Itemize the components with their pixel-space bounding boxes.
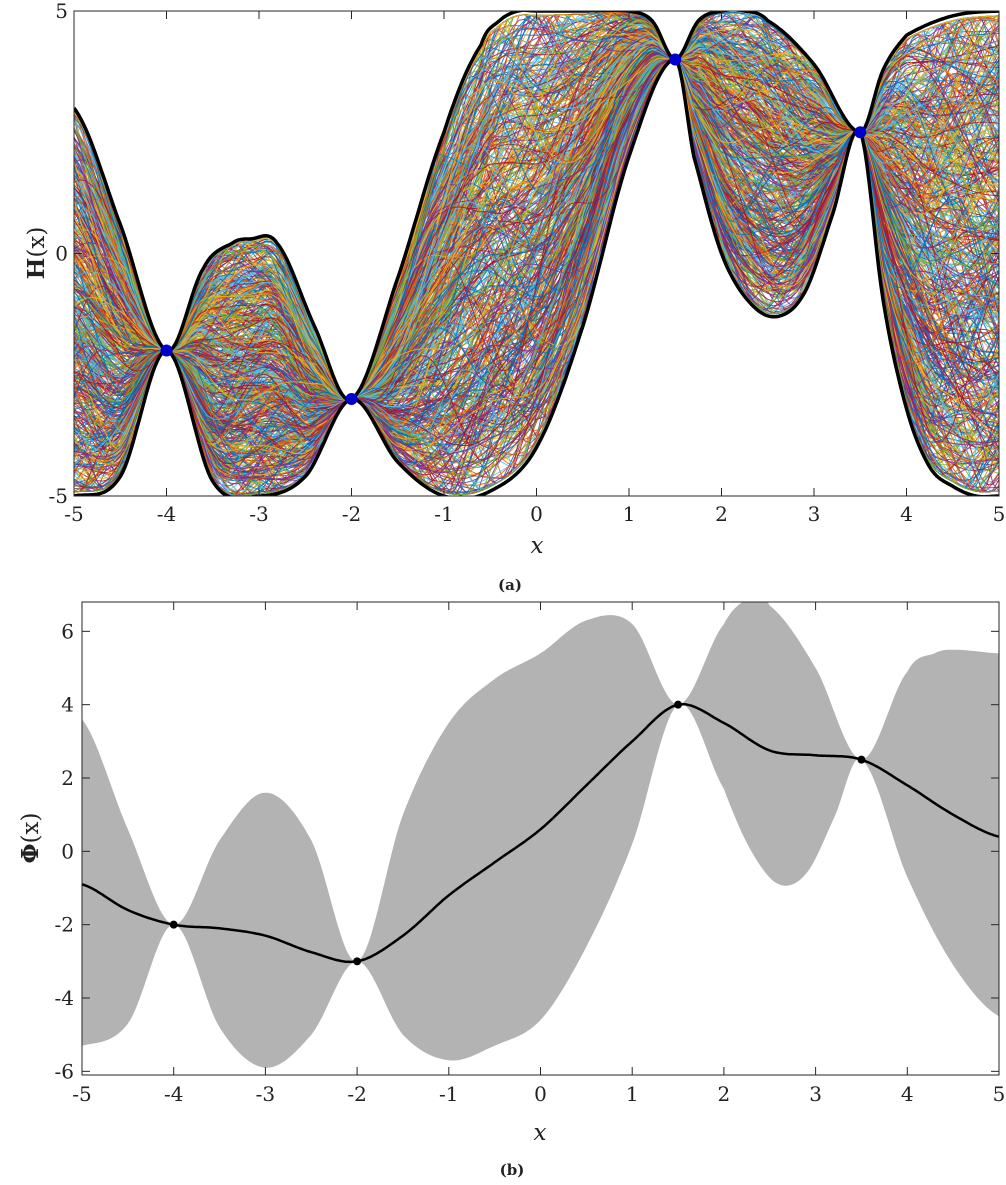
y-tick-label: -5	[49, 484, 68, 508]
sample-curve	[74, 44, 999, 400]
sample-curve	[74, 58, 999, 431]
x-tick-label: -1	[434, 502, 453, 526]
panel-b-mean-line	[82, 702, 999, 964]
x-tick-label: 5	[993, 1082, 1006, 1106]
panel-a-y-axis-label: H(x)	[23, 227, 50, 280]
y-tick-label: -4	[55, 986, 74, 1010]
data-point	[353, 957, 362, 966]
panel-b-chart: -5 -4 -3 -2 -1 0 1 2 3 4 5 -6 -4 -2 0 2 4 6 x Φ(x) (b)	[17, 601, 1005, 1179]
sample-curve	[74, 58, 999, 488]
x-tick-label: 5	[993, 502, 1006, 526]
y-tick-label: 0	[61, 839, 74, 863]
sample-curve	[74, 39, 999, 401]
panel-a-envelope	[74, 11, 999, 496]
x-tick-label: -2	[342, 502, 361, 526]
y-tick-label: 4	[61, 693, 74, 717]
data-point	[169, 920, 178, 929]
panel-a-interpolation-points	[160, 53, 867, 405]
x-tick-label: 3	[808, 502, 821, 526]
y-tick-label: -2	[55, 913, 74, 937]
panel-b-x-ticks: -5 -4 -3 -2 -1 0 1 2 3 4 5	[72, 602, 1005, 1106]
sample-curve	[74, 34, 999, 401]
x-tick-label: 1	[626, 1082, 639, 1106]
data-point	[857, 755, 866, 764]
y-tick-label: 0	[55, 242, 68, 266]
sample-curve	[74, 16, 999, 401]
x-tick-label: 2	[715, 502, 728, 526]
upper-envelope-line	[74, 11, 999, 402]
sample-curve	[74, 17, 999, 400]
panel-a-chart: -5 -4 -3 -2 -1 0 1 2 3 4 5 -5 0 5 x H(x) (a)	[23, 0, 1005, 594]
x-tick-label: -4	[157, 502, 176, 526]
x-tick-label: -4	[164, 1082, 183, 1106]
sample-curve	[74, 55, 999, 403]
x-tick-label: -5	[72, 1082, 91, 1106]
x-tick-label: 3	[809, 1082, 822, 1106]
y-tick-label: 6	[61, 619, 74, 643]
x-tick-label: 0	[534, 1082, 547, 1106]
y-tick-label: 5	[55, 0, 68, 23]
sample-curve	[74, 57, 999, 401]
panel-b-y-ticks: -6 -4 -2 0 2 4 6	[55, 619, 999, 1083]
panel-b-interpolation-points	[169, 700, 866, 966]
x-tick-label: -3	[249, 502, 268, 526]
x-tick-label: 1	[623, 502, 636, 526]
interpolation-point	[669, 53, 682, 66]
x-tick-label: 0	[530, 502, 543, 526]
x-tick-label: -5	[64, 502, 83, 526]
lower-envelope-line	[74, 57, 999, 496]
panel-a-x-ticks: -5 -4 -3 -2 -1 0 1 2 3 4 5	[64, 11, 1005, 526]
y-tick-label: 2	[61, 766, 74, 790]
x-tick-label: 2	[718, 1082, 731, 1106]
panel-b-caption: (b)	[500, 1161, 525, 1179]
y-tick-label: -6	[55, 1059, 74, 1083]
sample-curve	[74, 20, 999, 400]
sample-curve	[74, 27, 999, 400]
sample-curve	[74, 58, 999, 465]
panel-b-x-axis-label: x	[534, 1120, 547, 1146]
panel-b-confidence-band	[82, 602, 999, 1068]
panel-a-y-ticks: -5 0 5	[49, 0, 999, 508]
data-point	[674, 700, 683, 709]
sample-curve	[74, 47, 999, 433]
interpolation-point	[854, 126, 867, 139]
interpolation-point	[160, 344, 173, 357]
interpolation-point	[345, 393, 358, 405]
x-tick-label: -2	[347, 1082, 366, 1106]
sample-curve	[74, 51, 999, 401]
x-tick-label: 4	[900, 502, 913, 526]
sample-curve	[74, 49, 999, 401]
sample-curve	[74, 34, 999, 400]
x-tick-label: 4	[901, 1082, 914, 1106]
x-tick-label: -1	[439, 1082, 458, 1106]
panel-b-y-axis-label: Φ(x)	[17, 813, 44, 864]
panel-a-x-axis-label: x	[531, 533, 544, 559]
panel-a-caption: (a)	[498, 576, 522, 594]
x-tick-label: -3	[256, 1082, 275, 1106]
